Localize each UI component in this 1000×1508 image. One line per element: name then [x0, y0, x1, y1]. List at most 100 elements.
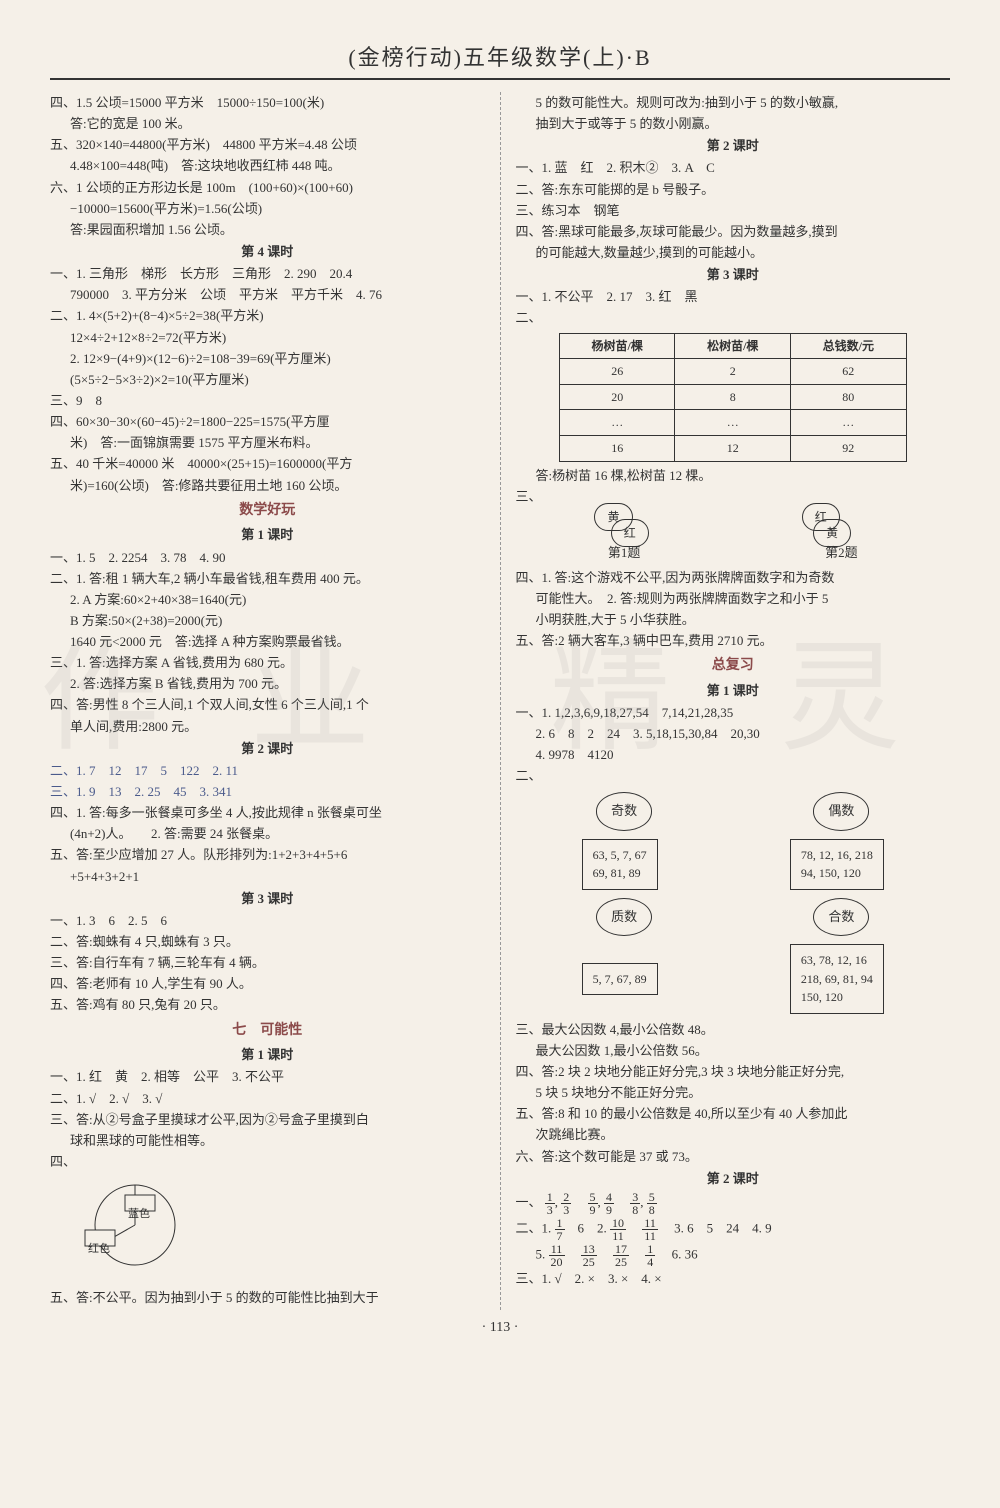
text-line: 三、1. 9 13 2. 25 45 3. 341 [50, 782, 485, 802]
red-label: 红色 [88, 1241, 118, 1258]
fraction-line-2: 二、1. 17 6 2. 1011 1111 3. 6 5 24 4. 9 [516, 1217, 951, 1242]
lesson-title: 第 2 课时 [516, 136, 951, 156]
text-line: 球和黑球的可能性相等。 [50, 1131, 485, 1151]
prime-comp-boxes: 5, 7, 67, 89 63, 78, 12, 16 218, 69, 81,… [516, 942, 951, 1016]
text-line: B 方案:50×(2+38)=2000(元) [50, 611, 485, 631]
text-line: (5×5÷2−5×3÷2)×2=10(平方厘米) [50, 370, 485, 390]
lesson-title: 第 1 课时 [516, 681, 951, 701]
comp-box: 63, 78, 12, 16 218, 69, 81, 94 150, 120 [790, 944, 884, 1014]
text-line: 2. 6 8 2 24 3. 5,18,15,30,84 20,30 [516, 724, 951, 744]
text-line: 五、答:至少应增加 27 人。队形排列为:1+2+3+4+5+6 [50, 845, 485, 865]
table-cell: 62 [791, 359, 907, 385]
text-line: 二、 [516, 766, 951, 786]
text-line: 四、 [50, 1152, 485, 1172]
text-line: (4n+2)人。 2. 答:需要 24 张餐桌。 [50, 824, 485, 844]
text-line: 单人间,费用:2800 元。 [50, 717, 485, 737]
text-line: 一、1. 5 2. 2254 3. 78 4. 90 [50, 548, 485, 568]
lesson-title: 第 2 课时 [50, 739, 485, 759]
text-line: 4. 9978 4120 [516, 745, 951, 765]
text-line: 2. 12×9−(4+9)×(12−6)÷2=108−39=69(平方厘米) [50, 349, 485, 369]
text-line: 2. 答:选择方案 B 省钱,费用为 700 元。 [50, 674, 485, 694]
text-line: 四、1.5 公顷=15000 平方米 15000÷150=100(米) [50, 93, 485, 113]
text-line: 三、9 8 [50, 391, 485, 411]
text-line: 三、练习本 钢笔 [516, 201, 951, 221]
table-prefix: 二、 [516, 308, 951, 328]
text-line: 二、1. 答:租 1 辆大车,2 辆小车最省钱,租车费用 400 元。 [50, 569, 485, 589]
text-line: 4.48×100=448(吨) 答:这块地收西红柿 448 吨。 [50, 156, 485, 176]
text-line: 五、答:鸡有 80 只,兔有 20 只。 [50, 995, 485, 1015]
text-line: 四、答:2 块 2 块地分能正好分完,3 块 3 块地分能正好分完, [516, 1062, 951, 1082]
text-line: 五、答:不公平。因为抽到小于 5 的数的可能性比抽到大于 [50, 1288, 485, 1308]
text-line: 三、答:从②号盒子里摸球才公平,因为②号盒子里摸到白 [50, 1110, 485, 1130]
right-column: 5 的数可能性大。规则可改为:抽到小于 5 的数小敏赢, 抽到大于或等于 5 的… [516, 92, 951, 1310]
text-line: 三、1. 答:选择方案 A 省钱,费用为 680 元。 [50, 653, 485, 673]
text-line: 六、答:这个数可能是 37 或 73。 [516, 1147, 951, 1167]
text-line: 三、 [516, 487, 951, 507]
text-line: −10000=15600(平方米)=1.56(公顷) [50, 199, 485, 219]
text-line: 2. A 方案:60×2+40×38=1640(元) [50, 590, 485, 610]
fraction-line-1: 一、 13, 23 59, 49 38, 58 [516, 1191, 951, 1216]
table-cell: 2 [675, 359, 791, 385]
text-line: 二、1. 4×(5+2)+(8−4)×5÷2=38(平方米) [50, 306, 485, 326]
text-line: 六、1 公顷的正方形边长是 100m (100+60)×(100+60) [50, 178, 485, 198]
text-line: 米)=160(公顷) 答:修路共要征用土地 160 公顷。 [50, 476, 485, 496]
text-line: 五、320×140=44800(平方米) 44800 平方米=4.48 公顷 [50, 135, 485, 155]
text-line: 一、1. 1,2,3,6,9,18,27,54 7,14,21,28,35 [516, 703, 951, 723]
color-circles: 黄 红 红 黄 [516, 511, 951, 540]
odd-box: 63, 5, 7, 67 69, 81, 89 [582, 839, 658, 890]
table-cell: 92 [791, 435, 907, 461]
text-line: 5 块 5 块地分不能正好分完。 [516, 1083, 951, 1103]
column-divider [500, 92, 501, 1310]
text-line: 二、1. 7 12 17 5 122 2. 11 [50, 761, 485, 781]
prime-circle: 质数 [596, 898, 652, 936]
even-box: 78, 12, 16, 218 94, 150, 120 [790, 839, 884, 890]
text-line: 答:它的宽是 100 米。 [50, 114, 485, 134]
lesson-title: 第 2 课时 [516, 1169, 951, 1189]
text-line: 最大公因数 1,最小公倍数 56。 [516, 1041, 951, 1061]
section-title: 总复习 [516, 655, 951, 677]
text-line: 小明获胜,大于 5 小华获胜。 [516, 610, 951, 630]
text-line: 四、答:男性 8 个三人间,1 个双人间,女性 6 个三人间,1 个 [50, 695, 485, 715]
text-line: 四、1. 答:这个游戏不公平,因为两张牌牌面数字和为奇数 [516, 568, 951, 588]
fraction-line-3: 5. 1120 1325 1725 14 6. 36 [516, 1243, 951, 1268]
section-title: 七 可能性 [50, 1020, 485, 1042]
text-line: 三、1. √ 2. × 3. × 4. × [516, 1269, 951, 1289]
lesson-title: 第 3 课时 [50, 889, 485, 909]
text-line: 一、1. 红 黄 2. 相等 公平 3. 不公平 [50, 1067, 485, 1087]
odd-even-boxes: 63, 5, 7, 67 69, 81, 89 78, 12, 16, 218 … [516, 837, 951, 892]
even-circle: 偶数 [813, 792, 869, 830]
table-cell: 8 [675, 384, 791, 410]
table-cell: 12 [675, 435, 791, 461]
text-line: 一、1. 不公平 2. 17 3. 红 黑 [516, 287, 951, 307]
table-cell: … [559, 410, 675, 436]
text-line: 的可能越大,数量越少,摸到的可能越小。 [516, 243, 951, 263]
table-cell: 16 [559, 435, 675, 461]
page-header: (金榜行动)五年级数学(上)·B [50, 40, 950, 80]
text-line: 答:杨树苗 16 棵,松树苗 12 棵。 [516, 466, 951, 486]
text-line: 五、40 千米=40000 米 40000×(25+15)=1600000(平方 [50, 454, 485, 474]
text-line: 二、1. √ 2. √ 3. √ [50, 1089, 485, 1109]
page-footer: · 113 · [50, 1320, 950, 1336]
blue-label: 蓝色 [128, 1206, 158, 1223]
text-fragment: 3. 6 5 24 4. 9 [674, 1220, 772, 1235]
red-label: 红 [611, 519, 649, 548]
prime-box: 5, 7, 67, 89 [582, 963, 658, 996]
text-line: 三、最大公因数 4,最小公倍数 48。 [516, 1020, 951, 1040]
section-title: 数学好玩 [50, 500, 485, 522]
comp-circle: 合数 [813, 898, 869, 936]
text-line: 12×4÷2+12×8÷2=72(平方米) [50, 328, 485, 348]
table-header: 杨树苗/棵 [559, 333, 675, 359]
content-columns: 四、1.5 公顷=15000 平方米 15000÷150=100(米) 答:它的… [50, 92, 950, 1310]
text-line: 一、1. 3 6 2. 5 6 [50, 911, 485, 931]
text-line: 答:果园面积增加 1.56 公顷。 [50, 220, 485, 240]
text-line: 790000 3. 平方分米 公顷 平方米 平方千米 4. 76 [50, 285, 485, 305]
text-line: +5+4+3+2+1 [50, 867, 485, 887]
table-cell: 80 [791, 384, 907, 410]
table-cell: 26 [559, 359, 675, 385]
lesson-title: 第 1 课时 [50, 525, 485, 545]
text-line: 五、答:2 辆大客车,3 辆中巴车,费用 2710 元。 [516, 631, 951, 651]
lesson-title: 第 3 课时 [516, 265, 951, 285]
text-fragment: 6. 36 [672, 1246, 698, 1261]
odd-circle: 奇数 [596, 792, 652, 830]
question-labels: 第1题 第2题 [516, 543, 951, 563]
